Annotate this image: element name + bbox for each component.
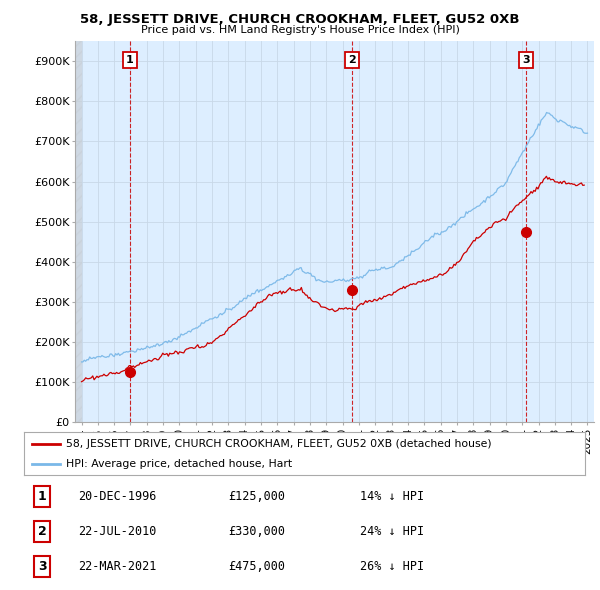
Text: 2: 2 [348,55,356,65]
Text: 22-MAR-2021: 22-MAR-2021 [78,560,157,573]
Text: HPI: Average price, detached house, Hart: HPI: Average price, detached house, Hart [66,460,292,469]
Text: 24% ↓ HPI: 24% ↓ HPI [360,525,424,538]
Text: 3: 3 [38,560,46,573]
Text: 2: 2 [38,525,46,538]
Text: 58, JESSETT DRIVE, CHURCH CROOKHAM, FLEET, GU52 0XB: 58, JESSETT DRIVE, CHURCH CROOKHAM, FLEE… [80,13,520,26]
Text: 20-DEC-1996: 20-DEC-1996 [78,490,157,503]
Text: 26% ↓ HPI: 26% ↓ HPI [360,560,424,573]
Text: 1: 1 [38,490,46,503]
Text: £125,000: £125,000 [228,490,285,503]
Text: £330,000: £330,000 [228,525,285,538]
Text: 1: 1 [126,55,134,65]
Text: 3: 3 [522,55,530,65]
Text: £475,000: £475,000 [228,560,285,573]
Text: Price paid vs. HM Land Registry's House Price Index (HPI): Price paid vs. HM Land Registry's House … [140,25,460,35]
Bar [75,41,82,422]
Text: 22-JUL-2010: 22-JUL-2010 [78,525,157,538]
Text: 14% ↓ HPI: 14% ↓ HPI [360,490,424,503]
Text: 58, JESSETT DRIVE, CHURCH CROOKHAM, FLEET, GU52 0XB (detached house): 58, JESSETT DRIVE, CHURCH CROOKHAM, FLEE… [66,439,492,449]
